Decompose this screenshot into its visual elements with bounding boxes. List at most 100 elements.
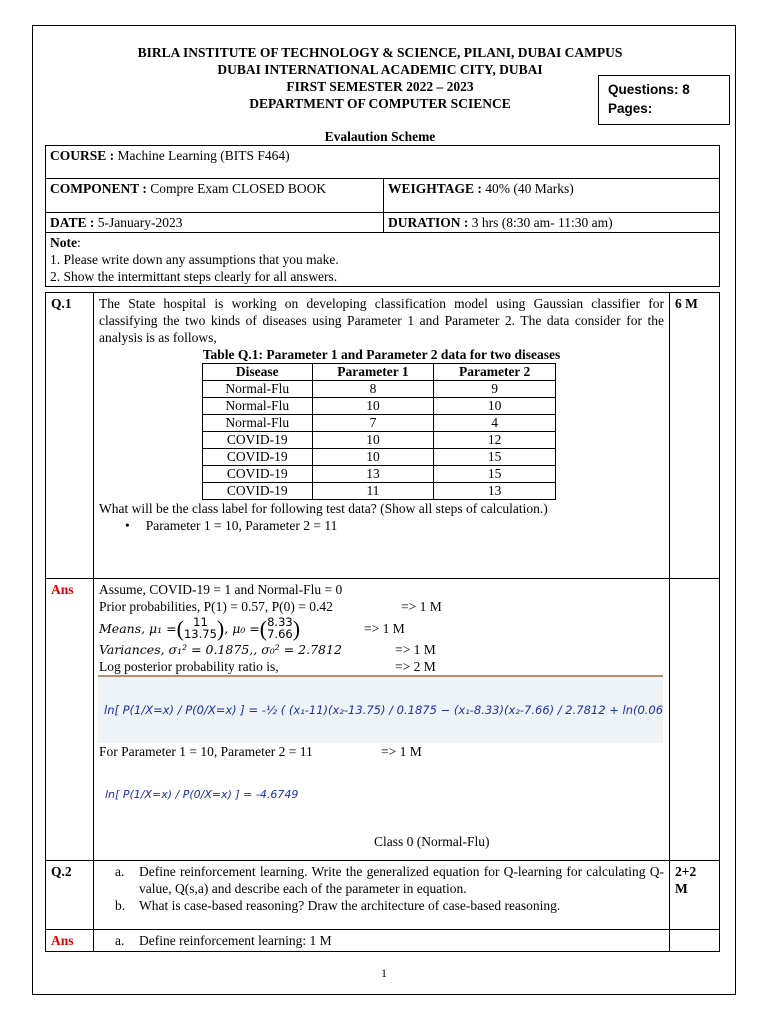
ans1-test-line: For Parameter 1 = 10, Parameter 2 = 11 =>… <box>99 743 664 760</box>
q1-label: Q.1 <box>45 292 94 579</box>
department: DEPARTMENT OF COMPUTER SCIENCE <box>249 96 511 111</box>
table-cell: 10 <box>311 448 435 466</box>
table-row: Normal-Flu 7 4 <box>202 414 556 432</box>
q1-marks: 6 M <box>669 292 720 579</box>
marks-note: => 1 M <box>401 599 442 614</box>
marks-note: => 1 M <box>364 620 405 636</box>
component-cell: COMPONENT : Compre Exam CLOSED BOOK <box>45 178 384 213</box>
table-row: Normal-Flu 8 9 <box>202 380 556 398</box>
table-cell: COVID-19 <box>202 448 313 466</box>
table-cell: 13 <box>311 465 435 483</box>
table-cell: 4 <box>433 414 556 432</box>
table-cell: 12 <box>433 431 556 449</box>
q2-marks: 2+2 M <box>669 860 720 930</box>
table-cell: 11 <box>311 482 435 500</box>
table-cell: 10 <box>311 397 435 415</box>
component-label: COMPONENT : <box>50 181 147 196</box>
semester: FIRST SEMESTER 2022 – 2023 <box>286 79 474 94</box>
table-row: COVID-19 11 13 <box>202 482 556 500</box>
table-cell: 10 <box>433 397 556 415</box>
table-cell: Normal-Flu <box>202 380 313 398</box>
ans2-label: Ans <box>45 929 94 952</box>
mu0-bottom: 7.66 <box>267 627 293 641</box>
ans1-priors: Prior probabilities, P(1) = 0.57, P(0) =… <box>99 599 333 614</box>
exam-info-table: COURSE : Machine Learning (BITS F464) CO… <box>45 145 720 287</box>
weightage-label: WEIGHTAGE : <box>388 181 482 196</box>
weightage-cell: WEIGHTAGE : 40% (40 Marks) <box>383 178 720 213</box>
date-value: 5-January-2023 <box>94 215 183 230</box>
mu1-bottom: 13.75 <box>183 627 217 641</box>
ans1-label: Ans <box>45 578 94 861</box>
column-header: Parameter 2 <box>433 363 556 381</box>
handwritten-result: ln[ P(1/X=x) / P(0/X=x) ] = -4.6749 <box>99 764 357 824</box>
course-cell: COURSE : Machine Learning (BITS F464) <box>45 145 720 179</box>
q2-label: Q.2 <box>45 860 94 930</box>
item-text: Define reinforcement learning. Write the… <box>139 864 664 896</box>
table-row: Normal-Flu 10 10 <box>202 397 556 415</box>
institute-name: BIRLA INSTITUTE OF TECHNOLOGY & SCIENCE,… <box>137 45 623 60</box>
table-row: COVID-19 10 12 <box>202 431 556 449</box>
question-count-box: Questions: 8 Pages: <box>598 75 730 125</box>
handwritten-log-ratio-formula: ln[ P(1/X=x) / P(0/X=x) ] = -½ ( (x₁-11)… <box>98 675 663 743</box>
q1-question: What will be the class label for followi… <box>99 501 548 516</box>
page-border <box>32 25 736 995</box>
date-cell: DATE : 5-January-2023 <box>45 212 384 233</box>
q1-bullet: • Parameter 1 = 10, Parameter 2 = 11 <box>125 518 338 533</box>
table-cell: Normal-Flu <box>202 397 313 415</box>
questions-table: Q.1 The State hospital is working on dev… <box>45 292 720 952</box>
mu0-top: 8.33 <box>267 615 293 629</box>
q2-item-b: b. What is case-based reasoning? Draw the… <box>99 897 664 914</box>
ans1-variances-line: Variances, σ₁² = 0.1875,, σ₀² = 2.7812 =>… <box>99 641 664 658</box>
item-letter: b. <box>115 898 126 913</box>
ans1-priors-line: Prior probabilities, P(1) = 0.57, P(0) =… <box>99 598 664 615</box>
q1-text: The State hospital is working on develop… <box>99 296 664 345</box>
note-cell: Note: 1. Please write down any assumption… <box>45 232 720 287</box>
ans1-class-result: Class 0 (Normal-Flu) <box>374 834 490 849</box>
questions-count: Questions: 8 <box>608 82 690 97</box>
q1-content: The State hospital is working on develop… <box>93 292 670 579</box>
table-cell: 10 <box>311 431 435 449</box>
duration-cell: DURATION : 3 hrs (8:30 am- 11:30 am) <box>383 212 720 233</box>
pages-count: Pages: <box>608 101 653 116</box>
scheme-title: Evalaution Scheme <box>324 129 436 144</box>
ans2-content: a. Define reinforcement learning: 1 M <box>93 929 670 952</box>
table-cell: COVID-19 <box>202 465 313 483</box>
ans2-marks <box>669 929 720 952</box>
table-cell: COVID-19 <box>202 431 313 449</box>
log-posterior-label: Log posterior probability ratio is, <box>99 659 279 674</box>
campus-location: DUBAI INTERNATIONAL ACADEMIC CITY, DUBAI <box>217 62 543 77</box>
table-cell: Normal-Flu <box>202 414 313 432</box>
page-number: 1 <box>381 966 387 980</box>
note-item: 1. Please write down any assumptions tha… <box>50 252 339 267</box>
ans1-means-line: Means, μ₁ = (11 13.75), μ₀ = (8.33 7.66) =>… <box>99 615 405 641</box>
column-header: Parameter 1 <box>311 363 435 381</box>
mu0-label: , μ₀ = <box>224 620 260 636</box>
q1-data-table: Disease Parameter 1 Parameter 2 Normal-Flu… <box>202 363 556 500</box>
item-letter: a. <box>115 864 125 879</box>
course-value: Machine Learning (BITS F464) <box>114 148 290 163</box>
component-value: Compre Exam CLOSED BOOK <box>146 181 327 196</box>
variances: Variances, σ₁² = 0.1875,, σ₀² = 2.7812 <box>99 642 342 657</box>
item-text: What is case-based reasoning? Draw the a… <box>139 898 561 913</box>
q1-table-caption: Table Q.1: Parameter 1 and Parameter 2 d… <box>202 347 561 362</box>
q2-item-a: a. Define reinforcement learning. Write t… <box>99 863 664 897</box>
mu1-top: 11 <box>193 615 208 629</box>
ans1-content: Assume, COVID-19 = 1 and Normal-Flu = 0 … <box>93 578 670 861</box>
table-row: COVID-19 10 15 <box>202 448 556 466</box>
date-label: DATE : <box>50 215 95 230</box>
weightage-value: 40% (40 Marks) <box>481 181 574 196</box>
ans1-marks <box>669 578 720 861</box>
q1-bullet-text: Parameter 1 = 10, Parameter 2 = 11 <box>145 518 338 533</box>
note-label: Note <box>50 235 77 250</box>
q2-content: a. Define reinforcement learning. Write t… <box>93 860 670 930</box>
table-cell: 7 <box>311 414 435 432</box>
note-item: 2. Show the intermittant steps clearly f… <box>50 269 338 284</box>
item-letter: a. <box>115 933 125 948</box>
table-cell: 8 <box>311 380 435 398</box>
item-text: Define reinforcement learning: 1 M <box>139 933 332 948</box>
table-cell: 9 <box>433 380 556 398</box>
column-header: Disease <box>202 363 313 381</box>
table-row: COVID-19 13 15 <box>202 465 556 483</box>
duration-label: DURATION : <box>388 215 469 230</box>
table-cell: COVID-19 <box>202 482 313 500</box>
